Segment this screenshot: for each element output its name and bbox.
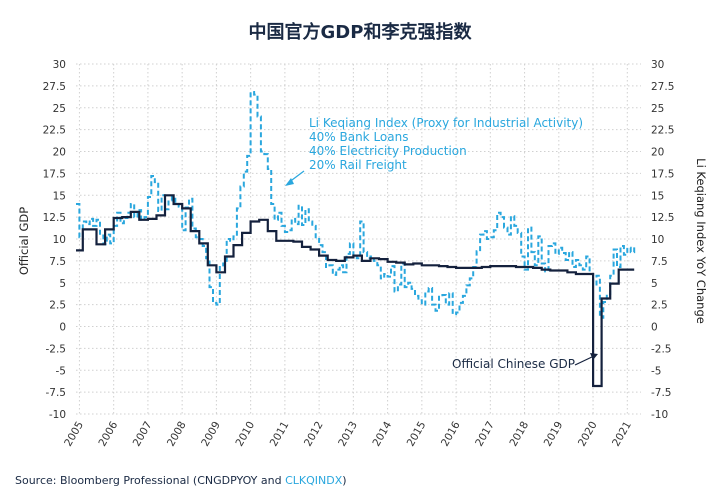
y-tick-right: 5 (651, 278, 658, 290)
source-suffix: ) (342, 474, 346, 487)
li-annotation-line-2: 40% Bank Loans (309, 130, 408, 144)
x-tick: 2010 (233, 420, 257, 449)
x-tick: 2020 (576, 420, 600, 449)
gdp-annotation-arrow-line (574, 355, 595, 366)
x-tick: 2011 (268, 420, 292, 449)
x-tick: 2019 (542, 420, 566, 449)
y-tick-right: 25 (651, 103, 664, 115)
li-annotation-arrowhead (285, 178, 294, 186)
y-tick-left: 2.5 (49, 300, 66, 312)
li-index-annotation: Li Keqiang Index (Proxy for Industrial A… (285, 116, 583, 186)
y-tick-left: -2.5 (46, 343, 67, 355)
y-tick-right: 17.5 (651, 168, 674, 180)
x-tick: 2009 (199, 420, 223, 449)
y-tick-left: 15 (53, 190, 66, 202)
source-note: Source: Bloomberg Professional (CNGDPYOY… (15, 474, 347, 487)
x-tick: 2018 (507, 420, 531, 449)
gdp-annotation: Official Chinese GDP (452, 353, 598, 371)
y-tick-left: -7.5 (46, 387, 67, 399)
y-tick-right: 12.5 (651, 212, 674, 224)
series-layer (76, 91, 636, 388)
y-tick-left: -10 (49, 409, 66, 421)
y-tick-left: 27.5 (43, 81, 66, 93)
y-axis-left-label: Official GDP (17, 207, 31, 275)
y-tick-right: 10 (651, 234, 664, 246)
x-tick: 2021 (610, 420, 634, 449)
x-tick: 2017 (473, 420, 497, 449)
y-tick-right: 0 (651, 322, 658, 334)
y-tick-left: 7.5 (49, 256, 66, 268)
chart-title: 中国官方GDP和李克强指数 (249, 21, 473, 43)
y-tick-right: -2.5 (651, 343, 672, 355)
y-tick-right: 27.5 (651, 81, 674, 93)
y-tick-left: 12.5 (43, 212, 66, 224)
y-tick-right: -5 (651, 365, 661, 377)
x-tick: 2016 (439, 419, 463, 448)
gdp-series-line (76, 194, 635, 388)
x-tick: 2007 (131, 420, 155, 449)
y-tick-left: -5 (56, 365, 66, 377)
y-tick-right: 2.5 (651, 300, 668, 312)
x-tick: 2014 (370, 419, 394, 448)
y-tick-right: 20 (651, 147, 664, 159)
x-tick: 2006 (97, 419, 121, 448)
y-tick-left: 10 (53, 234, 66, 246)
source-prefix: Source: Bloomberg Professional (CNGDPYOY… (15, 474, 285, 487)
y-tick-left: 22.5 (43, 125, 66, 137)
y-tick-left: 25 (53, 103, 66, 115)
x-tick: 2013 (336, 420, 360, 449)
source-highlight: CLKQINDX (285, 474, 343, 487)
li-annotation-line-4: 20% Rail Freight (309, 158, 407, 172)
li-annotation-line-3: 40% Electricity Production (309, 144, 467, 158)
x-tick: 2012 (302, 420, 326, 449)
y-tick-left: 17.5 (43, 168, 66, 180)
y-tick-left: 5 (59, 278, 66, 290)
y-tick-left: 20 (53, 147, 66, 159)
y-axis-right-label: Li Keqiang Index YoY Change (694, 158, 708, 324)
x-tick: 2008 (165, 420, 189, 449)
y-tick-right: 7.5 (651, 256, 668, 268)
y-tick-right: 22.5 (651, 125, 674, 137)
gdp-annotation-arrowhead (590, 353, 598, 360)
y-tick-right: -7.5 (651, 387, 672, 399)
y-tick-right: 30 (651, 59, 664, 71)
gdp-annotation-label: Official Chinese GDP (452, 357, 575, 371)
y-tick-left: 0 (59, 322, 66, 334)
y-tick-right: -10 (651, 409, 668, 421)
li-annotation-line-1: Li Keqiang Index (Proxy for Industrial A… (309, 116, 583, 130)
x-tick: 2005 (62, 420, 86, 449)
y-tick-right: 15 (651, 190, 664, 202)
y-tick-left: 30 (53, 59, 66, 71)
x-tick: 2015 (405, 420, 429, 449)
